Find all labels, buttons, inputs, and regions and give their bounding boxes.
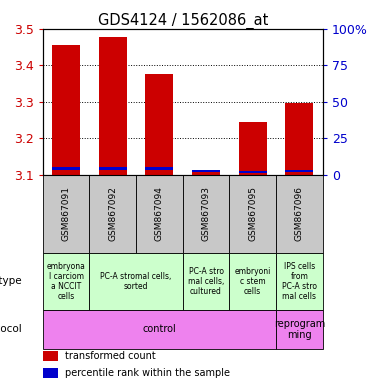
Bar bbox=[52, 45, 80, 175]
Bar bbox=[276, 175, 323, 253]
Text: embryona
l carciom
a NCCIT
cells: embryona l carciom a NCCIT cells bbox=[47, 262, 85, 301]
Text: control: control bbox=[142, 324, 176, 334]
Text: embryoni
c stem
cells: embryoni c stem cells bbox=[234, 267, 271, 296]
Bar bbox=[89, 175, 136, 253]
Text: transformed count: transformed count bbox=[65, 351, 156, 361]
Bar bbox=[285, 104, 313, 175]
Bar bbox=[43, 253, 89, 310]
Text: GSM867091: GSM867091 bbox=[62, 186, 70, 241]
Text: PC-A stromal cells,
sorted: PC-A stromal cells, sorted bbox=[100, 272, 172, 291]
Bar bbox=[285, 170, 313, 172]
Bar bbox=[43, 175, 89, 253]
Bar bbox=[192, 170, 220, 172]
Text: protocol: protocol bbox=[0, 324, 22, 334]
Bar bbox=[89, 253, 183, 310]
Bar bbox=[239, 171, 267, 173]
Bar bbox=[183, 253, 229, 310]
Text: GSM867095: GSM867095 bbox=[248, 186, 257, 241]
Bar bbox=[183, 175, 229, 253]
Text: GSM867092: GSM867092 bbox=[108, 186, 117, 241]
Bar bbox=[99, 167, 127, 170]
Bar bbox=[43, 351, 58, 361]
Bar bbox=[276, 310, 323, 349]
Bar bbox=[276, 253, 323, 310]
Bar bbox=[239, 122, 267, 175]
Bar bbox=[145, 167, 173, 170]
Title: GDS4124 / 1562086_at: GDS4124 / 1562086_at bbox=[98, 13, 268, 29]
Bar bbox=[99, 37, 127, 175]
Bar bbox=[145, 74, 173, 175]
Bar bbox=[43, 368, 58, 378]
Text: GSM867094: GSM867094 bbox=[155, 186, 164, 241]
Text: reprogram
ming: reprogram ming bbox=[274, 319, 325, 340]
Bar bbox=[229, 253, 276, 310]
Bar bbox=[192, 171, 220, 175]
Bar bbox=[136, 175, 183, 253]
Text: percentile rank within the sample: percentile rank within the sample bbox=[65, 368, 230, 378]
Text: PC-A stro
mal cells,
cultured: PC-A stro mal cells, cultured bbox=[188, 267, 224, 296]
Text: IPS cells
from
PC-A stro
mal cells: IPS cells from PC-A stro mal cells bbox=[282, 262, 317, 301]
Text: GSM867096: GSM867096 bbox=[295, 186, 304, 241]
Text: cell type: cell type bbox=[0, 276, 22, 286]
Bar bbox=[229, 175, 276, 253]
Bar bbox=[43, 310, 276, 349]
Text: GSM867093: GSM867093 bbox=[201, 186, 211, 241]
Bar bbox=[52, 167, 80, 170]
